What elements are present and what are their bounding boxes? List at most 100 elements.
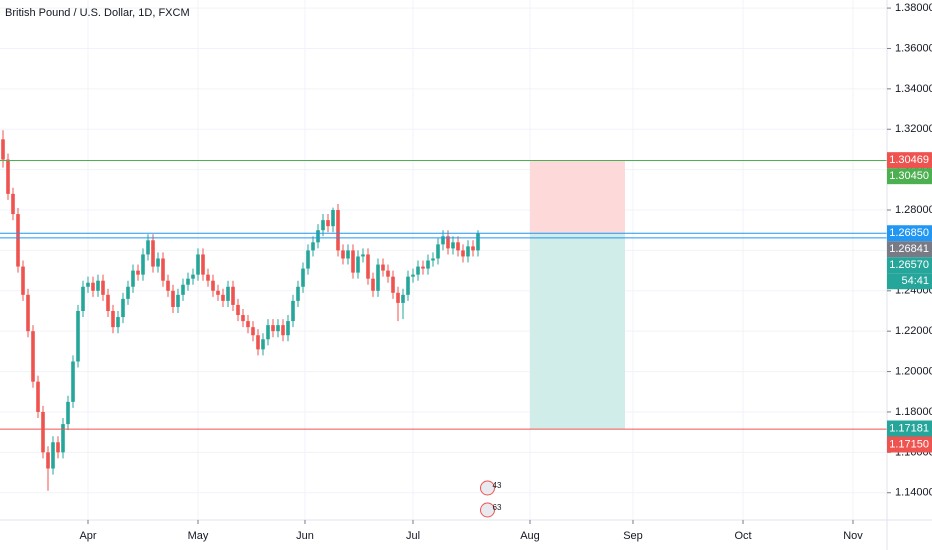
candle-body [196, 254, 200, 275]
candle-body [76, 310, 80, 362]
candle-body [11, 193, 15, 215]
price-label-box [887, 225, 932, 242]
candle-body [116, 317, 120, 328]
candle-body [231, 286, 235, 305]
y-tick-label: 1.14000 [895, 487, 932, 499]
event-icon [480, 502, 495, 518]
candle-body [226, 286, 230, 301]
candle-body [276, 325, 280, 332]
candle-body [156, 258, 160, 267]
event-label: 43 [493, 481, 502, 490]
candle-body [251, 327, 255, 336]
candle-body [121, 298, 125, 318]
event-icon [480, 480, 495, 496]
candle-body [151, 240, 155, 267]
candle-body [256, 335, 260, 350]
candle-body [131, 270, 135, 287]
candle-body [446, 236, 450, 249]
candle-body [336, 210, 340, 251]
candle-body [191, 274, 195, 279]
candle-body [466, 246, 470, 257]
candle-body [396, 292, 400, 303]
price-label: 1.30450 [889, 170, 929, 182]
x-tick-label: May [188, 530, 209, 542]
candle-body [41, 411, 45, 453]
candle-body [291, 300, 295, 322]
candle-body [376, 264, 380, 291]
price-label: 1.17150 [889, 438, 929, 450]
candle-body [381, 264, 385, 271]
candle-body [431, 258, 435, 261]
candle-body [236, 304, 240, 316]
candle-body [301, 268, 305, 287]
candle-body [211, 280, 215, 291]
candle-body [351, 250, 355, 273]
candle-body [311, 242, 315, 251]
candle-body [86, 282, 90, 287]
candle-body [81, 286, 85, 311]
candle-body [16, 214, 20, 267]
y-tick-label: 1.36000 [895, 42, 932, 54]
candle-body [281, 325, 285, 336]
y-tick-label: 1.22000 [895, 325, 932, 337]
candle-body [261, 339, 265, 350]
candle-body [36, 381, 40, 412]
y-tick-label: 1.34000 [895, 83, 932, 95]
candle-body [341, 250, 345, 259]
candle-body [181, 284, 185, 295]
price-label-box [887, 436, 932, 453]
candle-body [426, 260, 430, 269]
candle-body [461, 250, 465, 257]
candle-body [326, 220, 330, 227]
candle-body [206, 274, 210, 281]
x-tick-label: Nov [843, 530, 863, 542]
candle-body [441, 236, 445, 245]
x-tick-label: Sep [623, 530, 643, 542]
candle-body [241, 315, 245, 322]
target-zone [530, 233, 625, 430]
candle-body [451, 242, 455, 249]
candle-body [31, 331, 35, 382]
candle-body [346, 250, 350, 259]
candle-body [411, 274, 415, 277]
price-label-box [887, 273, 932, 290]
candle-body [356, 256, 360, 273]
candle-body [476, 233, 480, 251]
candle-body [21, 266, 25, 295]
candle-body [306, 250, 310, 269]
price-label: 1.17181 [889, 422, 929, 434]
x-tick-label: Jul [406, 530, 420, 542]
candle-body [56, 442, 60, 453]
price-label: 1.30469 [889, 154, 929, 166]
price-label-box [887, 241, 932, 258]
candle-body [1, 139, 5, 160]
candle-body [136, 270, 140, 275]
candle-body [331, 210, 335, 227]
price-label-box [887, 420, 932, 437]
price-label: 1.26841 [889, 243, 929, 255]
candle-body [246, 321, 250, 328]
y-tick-label: 1.38000 [895, 2, 932, 14]
price-label: 1.26570 [889, 259, 929, 271]
candle-body [6, 159, 10, 194]
candle-body [286, 321, 290, 336]
candle-body [186, 278, 190, 285]
y-tick-label: 1.32000 [895, 123, 932, 135]
candle-body [171, 290, 175, 307]
price-label: 54:41 [901, 275, 929, 287]
candle-body [361, 254, 365, 257]
price-label: 1.26850 [889, 227, 929, 239]
candle-body [46, 452, 50, 469]
candle-body [386, 270, 390, 277]
candle-body [216, 290, 220, 295]
candle-body [471, 246, 475, 251]
candle-body [296, 286, 300, 301]
candle-body [111, 310, 115, 328]
candle-body [91, 282, 95, 291]
x-tick-label: Oct [734, 530, 751, 542]
y-tick-label: 1.18000 [895, 406, 932, 418]
price-label-box [887, 152, 932, 169]
candle-body [406, 276, 410, 295]
